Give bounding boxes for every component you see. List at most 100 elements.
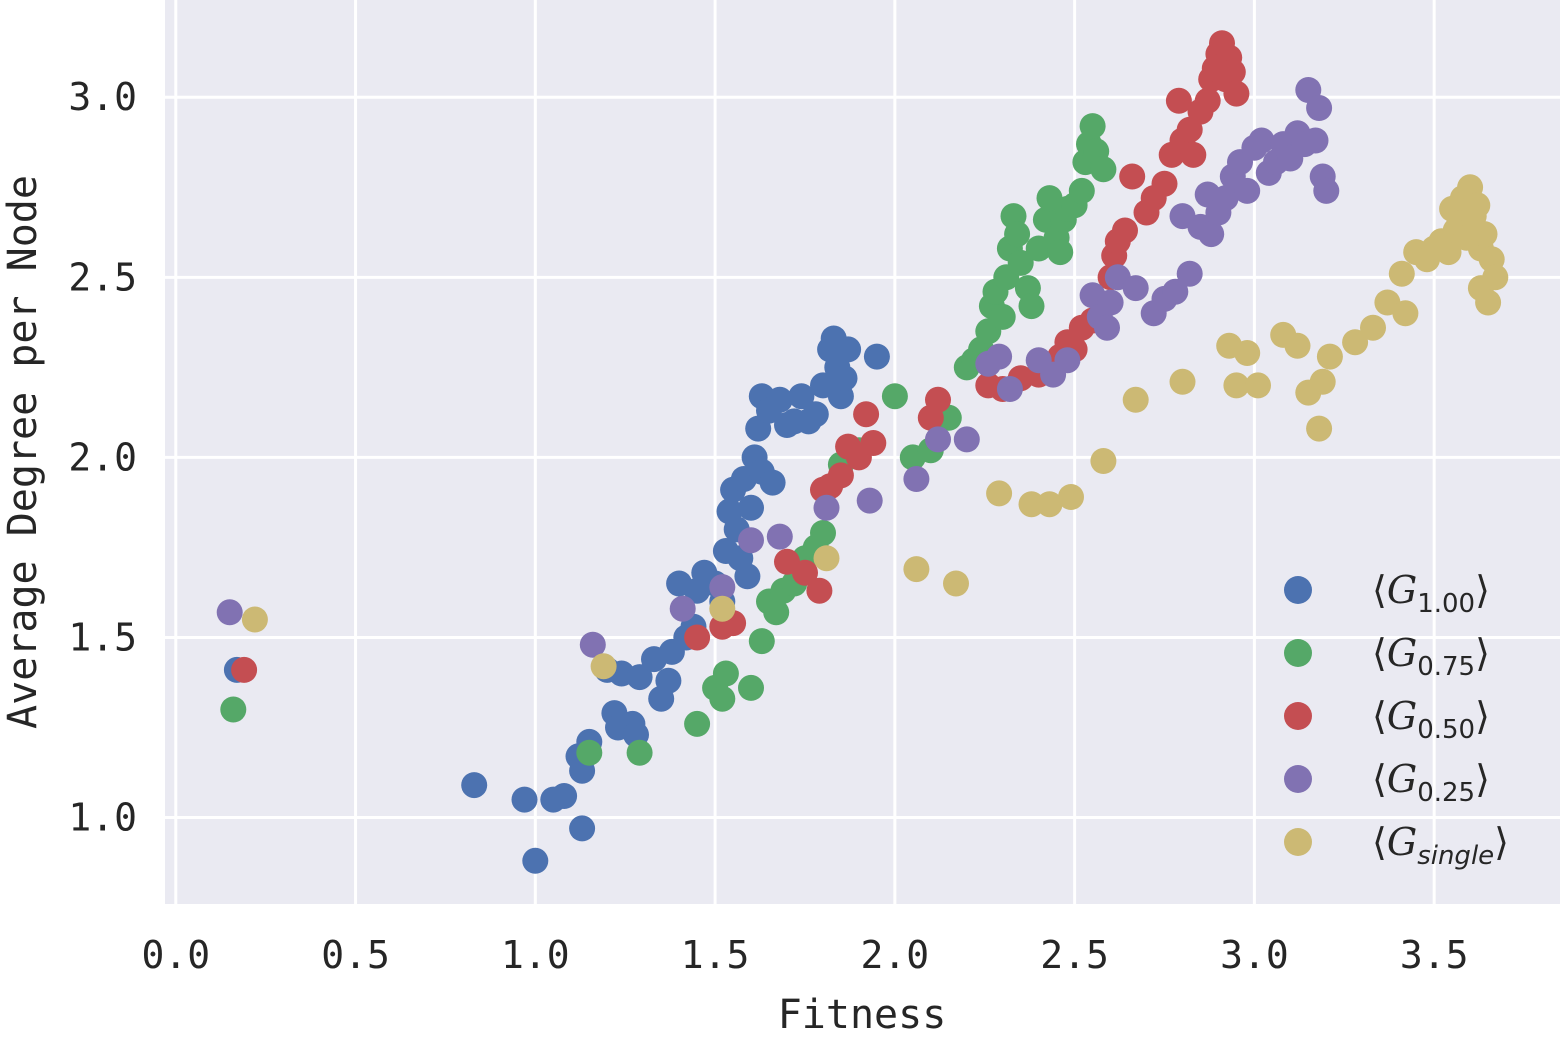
data-point: [1198, 221, 1225, 248]
data-point: [953, 426, 980, 453]
data-point: [738, 674, 764, 701]
data-point: [1475, 289, 1502, 316]
data-point: [766, 523, 793, 550]
legend-entry: ⟨G0.25⟩: [1372, 757, 1490, 808]
data-point: [1245, 372, 1271, 399]
data-point: [1219, 59, 1246, 85]
data-point: [684, 710, 711, 737]
data-point: [763, 599, 790, 626]
x-tick-label: 3.0: [1220, 933, 1289, 977]
data-point: [1068, 177, 1095, 204]
data-point: [1162, 278, 1189, 305]
legend-entry: ⟨G0.75⟩: [1372, 631, 1490, 682]
series-0-50: [231, 30, 1250, 683]
x-tick-label: 0.5: [321, 933, 390, 977]
data-point: [802, 401, 829, 428]
data-points: [216, 30, 1509, 874]
data-point: [1176, 260, 1203, 287]
data-point: [1306, 95, 1333, 121]
data-point: [759, 469, 786, 496]
data-point: [738, 494, 764, 521]
data-point: [856, 487, 883, 514]
x-tick-labels: 0.0 0.5 1.0 1.5 2.0 2.5 3.0 3.5: [141, 933, 1468, 977]
y-tick-label: 3.0: [68, 75, 137, 119]
data-point: [1234, 340, 1261, 366]
data-point: [655, 667, 682, 694]
data-point: [626, 664, 653, 691]
data-point: [1097, 289, 1124, 316]
data-point: [925, 426, 951, 453]
data-point: [792, 559, 818, 586]
data-point: [576, 739, 603, 766]
data-point: [903, 466, 930, 492]
data-point: [1090, 448, 1117, 474]
data-point: [1094, 314, 1120, 341]
legend-entry: ⟨G0.50⟩: [1372, 694, 1490, 745]
data-point: [709, 574, 736, 601]
data-point: [989, 303, 1016, 330]
data-point: [1004, 221, 1031, 248]
data-point: [1007, 249, 1034, 276]
data-point: [766, 386, 793, 413]
data-point: [1165, 87, 1192, 114]
data-point: [1169, 368, 1196, 395]
data-point: [511, 786, 538, 813]
data-point: [1392, 300, 1419, 327]
legend-entry: ⟨Gsingle⟩: [1372, 820, 1509, 871]
series-single: [241, 174, 1509, 680]
data-point: [1122, 386, 1149, 413]
data-point: [709, 685, 736, 712]
x-tick-label: 1.5: [681, 933, 750, 977]
data-point: [1316, 343, 1343, 370]
data-point: [1360, 314, 1386, 341]
data-point: [734, 563, 761, 590]
data-point: [684, 624, 711, 651]
data-point: [1248, 127, 1275, 154]
data-point: [738, 527, 764, 554]
legend-entry: ⟨G1.00⟩: [1372, 568, 1490, 619]
x-tick-label: 0.0: [141, 933, 210, 977]
x-axis-title: Fitness: [778, 992, 947, 1038]
data-point: [1482, 264, 1509, 291]
legend-marker: [1284, 702, 1312, 730]
data-point: [1058, 484, 1084, 510]
y-axis-title: Average Degree per Node: [0, 175, 46, 729]
data-point: [1079, 113, 1106, 140]
data-point: [709, 595, 736, 622]
data-point: [590, 653, 617, 680]
data-point: [986, 343, 1013, 370]
data-point: [1223, 80, 1250, 107]
data-point: [831, 365, 858, 392]
data-point: [461, 772, 488, 799]
data-point: [1284, 332, 1311, 359]
data-point: [925, 386, 951, 413]
data-point: [1309, 368, 1336, 395]
data-point: [1388, 260, 1415, 287]
legend-marker: [1284, 576, 1312, 604]
data-point: [1122, 275, 1149, 302]
legend: ⟨G1.00⟩ ⟨G0.75⟩ ⟨G0.50⟩ ⟨G0.25⟩ ⟨Gsingle⟩: [1284, 568, 1509, 871]
data-point: [1180, 141, 1207, 168]
data-point: [863, 343, 890, 370]
data-point: [1223, 372, 1250, 399]
data-point: [1151, 170, 1178, 197]
data-point: [1194, 87, 1221, 114]
x-tick-label: 3.5: [1400, 933, 1469, 977]
y-tick-labels: 1.0 1.5 2.0 2.5 3.0: [68, 75, 137, 839]
data-point: [1212, 185, 1239, 212]
data-point: [1471, 221, 1498, 248]
data-point: [1090, 156, 1117, 183]
data-point: [569, 815, 596, 842]
data-point: [231, 656, 258, 683]
data-point: [813, 494, 840, 521]
y-tick-label: 1.0: [68, 796, 137, 840]
y-tick-label: 2.0: [68, 435, 137, 479]
data-point: [860, 430, 887, 456]
data-point: [1047, 239, 1074, 266]
x-tick-label: 1.0: [501, 933, 570, 977]
data-point: [1435, 239, 1462, 266]
data-point: [1234, 177, 1261, 204]
series-0-25: [216, 77, 1340, 658]
data-point: [1119, 163, 1146, 190]
